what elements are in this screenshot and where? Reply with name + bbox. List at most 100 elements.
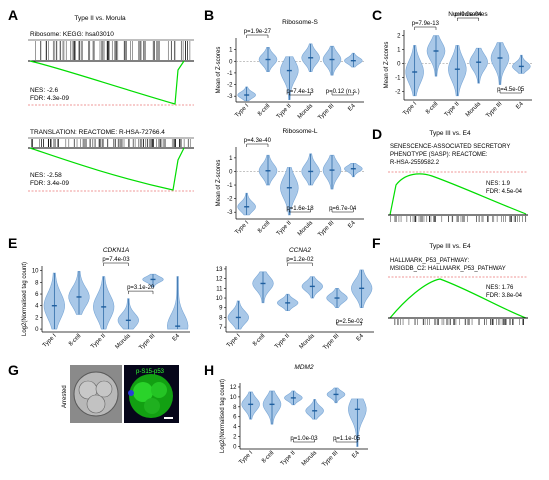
x-tick-label: Morula: [115, 333, 133, 351]
x-tick-label: Type III: [317, 103, 335, 121]
gsea-a1-geneset: Ribosome: KEGG: hsa03010: [30, 31, 114, 38]
x-tick-label: Type II: [280, 450, 297, 467]
x-tick-label: Type I: [238, 450, 254, 466]
comparison-bracket: [414, 26, 437, 30]
violin-plot-ribosome-s: Ribosome-S -3 -2 -1 0 1 Mean of Z-scores Type I…: [216, 19, 364, 121]
y-tick-label: 7: [219, 325, 223, 331]
y-tick-label: 2: [35, 315, 39, 321]
y-axis-label: Mean of Z-scores: [216, 47, 222, 94]
panel-f: Type III vs. E4 HALLMARK_P53_PATHWAY: MS…: [388, 243, 528, 325]
x-tick-label: Type I: [402, 101, 418, 117]
comparison-bracket: [499, 90, 522, 94]
comparison-pvalue: p=1.0e-03: [290, 436, 318, 442]
comparison-pvalue: p=4.3e-40: [244, 138, 272, 144]
x-tick-label: Type II: [90, 333, 107, 350]
y-tick-label: 1: [229, 48, 233, 54]
gsea-d-enrichment-curve: [389, 173, 527, 216]
comparison-pvalue: p=7.4e-03: [102, 257, 130, 263]
gsea-a-title: Type II vs. Morula: [74, 15, 126, 22]
x-tick-label: 8-cell: [425, 101, 439, 115]
gsea-f-hit-ticks: [394, 319, 524, 325]
y-tick-label: 9: [219, 306, 223, 312]
comparison-bracket: [293, 439, 315, 443]
gsea-a1-enrichment-curve: [29, 60, 185, 105]
x-tick-label: Type I: [42, 333, 58, 349]
comparison-bracket: [335, 439, 358, 443]
comparison-bracket: [336, 322, 362, 326]
x-tick-label: Type II: [444, 101, 461, 118]
panel-label-b: B: [204, 7, 214, 23]
gsea-a1-fdr: FDR: 4.3e-09: [30, 95, 69, 102]
y-tick-label: 11: [216, 286, 223, 292]
comparison-bracket: [246, 34, 269, 38]
chart-title: Ribosome-S: [282, 19, 318, 26]
y-tick-label: 1: [229, 156, 233, 162]
chart-title: Ribosome-L: [282, 128, 317, 135]
violin-plot-ribosome-l: Ribosome-L -3 -2 -1 0 1 Mean of Z-scores Type I…: [216, 128, 364, 238]
y-tick-label: 8: [35, 280, 39, 286]
y-tick-label: 1: [397, 48, 401, 54]
comparison-pvalue: p=9.0e-04: [454, 12, 482, 18]
comparison-bracket: [331, 92, 354, 96]
comparison-bracket: [246, 143, 269, 147]
gsea-a1-nes: NES: -2.6: [30, 87, 59, 94]
x-tick-label: Morula: [297, 103, 315, 121]
x-tick-label: Type I: [234, 103, 250, 119]
x-tick-label: Type III: [317, 220, 335, 238]
x-tick-label: Type III: [322, 333, 340, 351]
y-tick-label: 0: [229, 59, 233, 65]
chart-title: CDKN1A: [103, 247, 129, 254]
x-tick-label: 8-cell: [261, 450, 275, 464]
y-tick-label: 12: [230, 385, 237, 391]
y-tick-label: 2: [233, 435, 237, 441]
scale-bar: [164, 417, 173, 419]
x-tick-label: Morula: [301, 450, 319, 468]
y-tick-label: 8: [233, 405, 237, 411]
y-tick-label: 10: [230, 395, 237, 401]
gsea-a2-nes: NES: -2.58: [30, 172, 62, 179]
comparison-pvalue: p=6.7e-04: [329, 206, 357, 212]
violin-plot-cdkn1a: CDKN1A 0 2 4 6 8 10 Log2(Normalised tag count) T…: [22, 247, 190, 351]
y-tick-label: 2: [397, 34, 401, 40]
gsea-a2-enrichment-curve: [29, 147, 185, 191]
y-axis-label: Log2(Normalised tag count): [220, 379, 226, 453]
y-tick-label: 10: [32, 269, 39, 275]
comparison-pvalue: p=1.1e-05: [333, 436, 361, 442]
x-tick-label: Type II: [274, 333, 291, 350]
violin-plot-nucleosomes: Nucleosomes -2 -1 0 1 2 Mean of Z-scores Type I…: [384, 11, 532, 119]
y-tick-label: 0: [35, 327, 39, 333]
y-tick-label: -1: [227, 71, 233, 77]
gsea-d-hit-ticks: [390, 216, 526, 222]
nucleus-signal-3: [144, 398, 160, 414]
y-tick-label: 8: [219, 315, 223, 321]
y-tick-label: 6: [35, 292, 39, 298]
panel-label-e: E: [8, 235, 17, 251]
comparison-pvalue: p=4.5e-05: [497, 87, 525, 93]
y-tick-label: 12: [216, 277, 223, 283]
comparison-pvalue: p=1.6e-18: [286, 206, 314, 212]
arrested-label: Arrested: [62, 385, 68, 408]
y-tick-label: -1: [395, 76, 401, 82]
y-axis-label: Mean of Z-scores: [384, 42, 390, 89]
x-tick-label: E4: [515, 101, 525, 111]
x-tick-label: Type II: [276, 220, 293, 237]
comparison-bracket: [289, 209, 311, 213]
chart-title: MDM2: [294, 364, 314, 371]
comparison-bracket: [289, 92, 311, 96]
x-tick-label: E4: [356, 333, 366, 343]
y-axis-label: Mean of Z-scores: [216, 160, 222, 207]
gsea-d-geneset-line2: PHENOTYPE (SASP): REACTOME:: [390, 152, 488, 158]
comparison-pvalue: p=7.9e-13: [412, 21, 440, 27]
comparison-pvalue: p=7.4e-13: [286, 89, 314, 95]
x-tick-label: 8-cell: [257, 103, 271, 117]
gsea-d-geneset-line3: R-HSA-2559582.2: [390, 160, 440, 166]
x-tick-label: 8-cell: [68, 333, 82, 347]
x-tick-label: Type I: [234, 220, 250, 236]
y-tick-label: 0: [233, 445, 237, 451]
y-tick-label: 13: [216, 267, 223, 273]
comparison-bracket: [287, 262, 313, 266]
y-tick-label: 10: [216, 296, 223, 302]
gsea-f-nes: NES: 1.76: [486, 285, 514, 291]
panel-label-c: C: [372, 7, 382, 23]
